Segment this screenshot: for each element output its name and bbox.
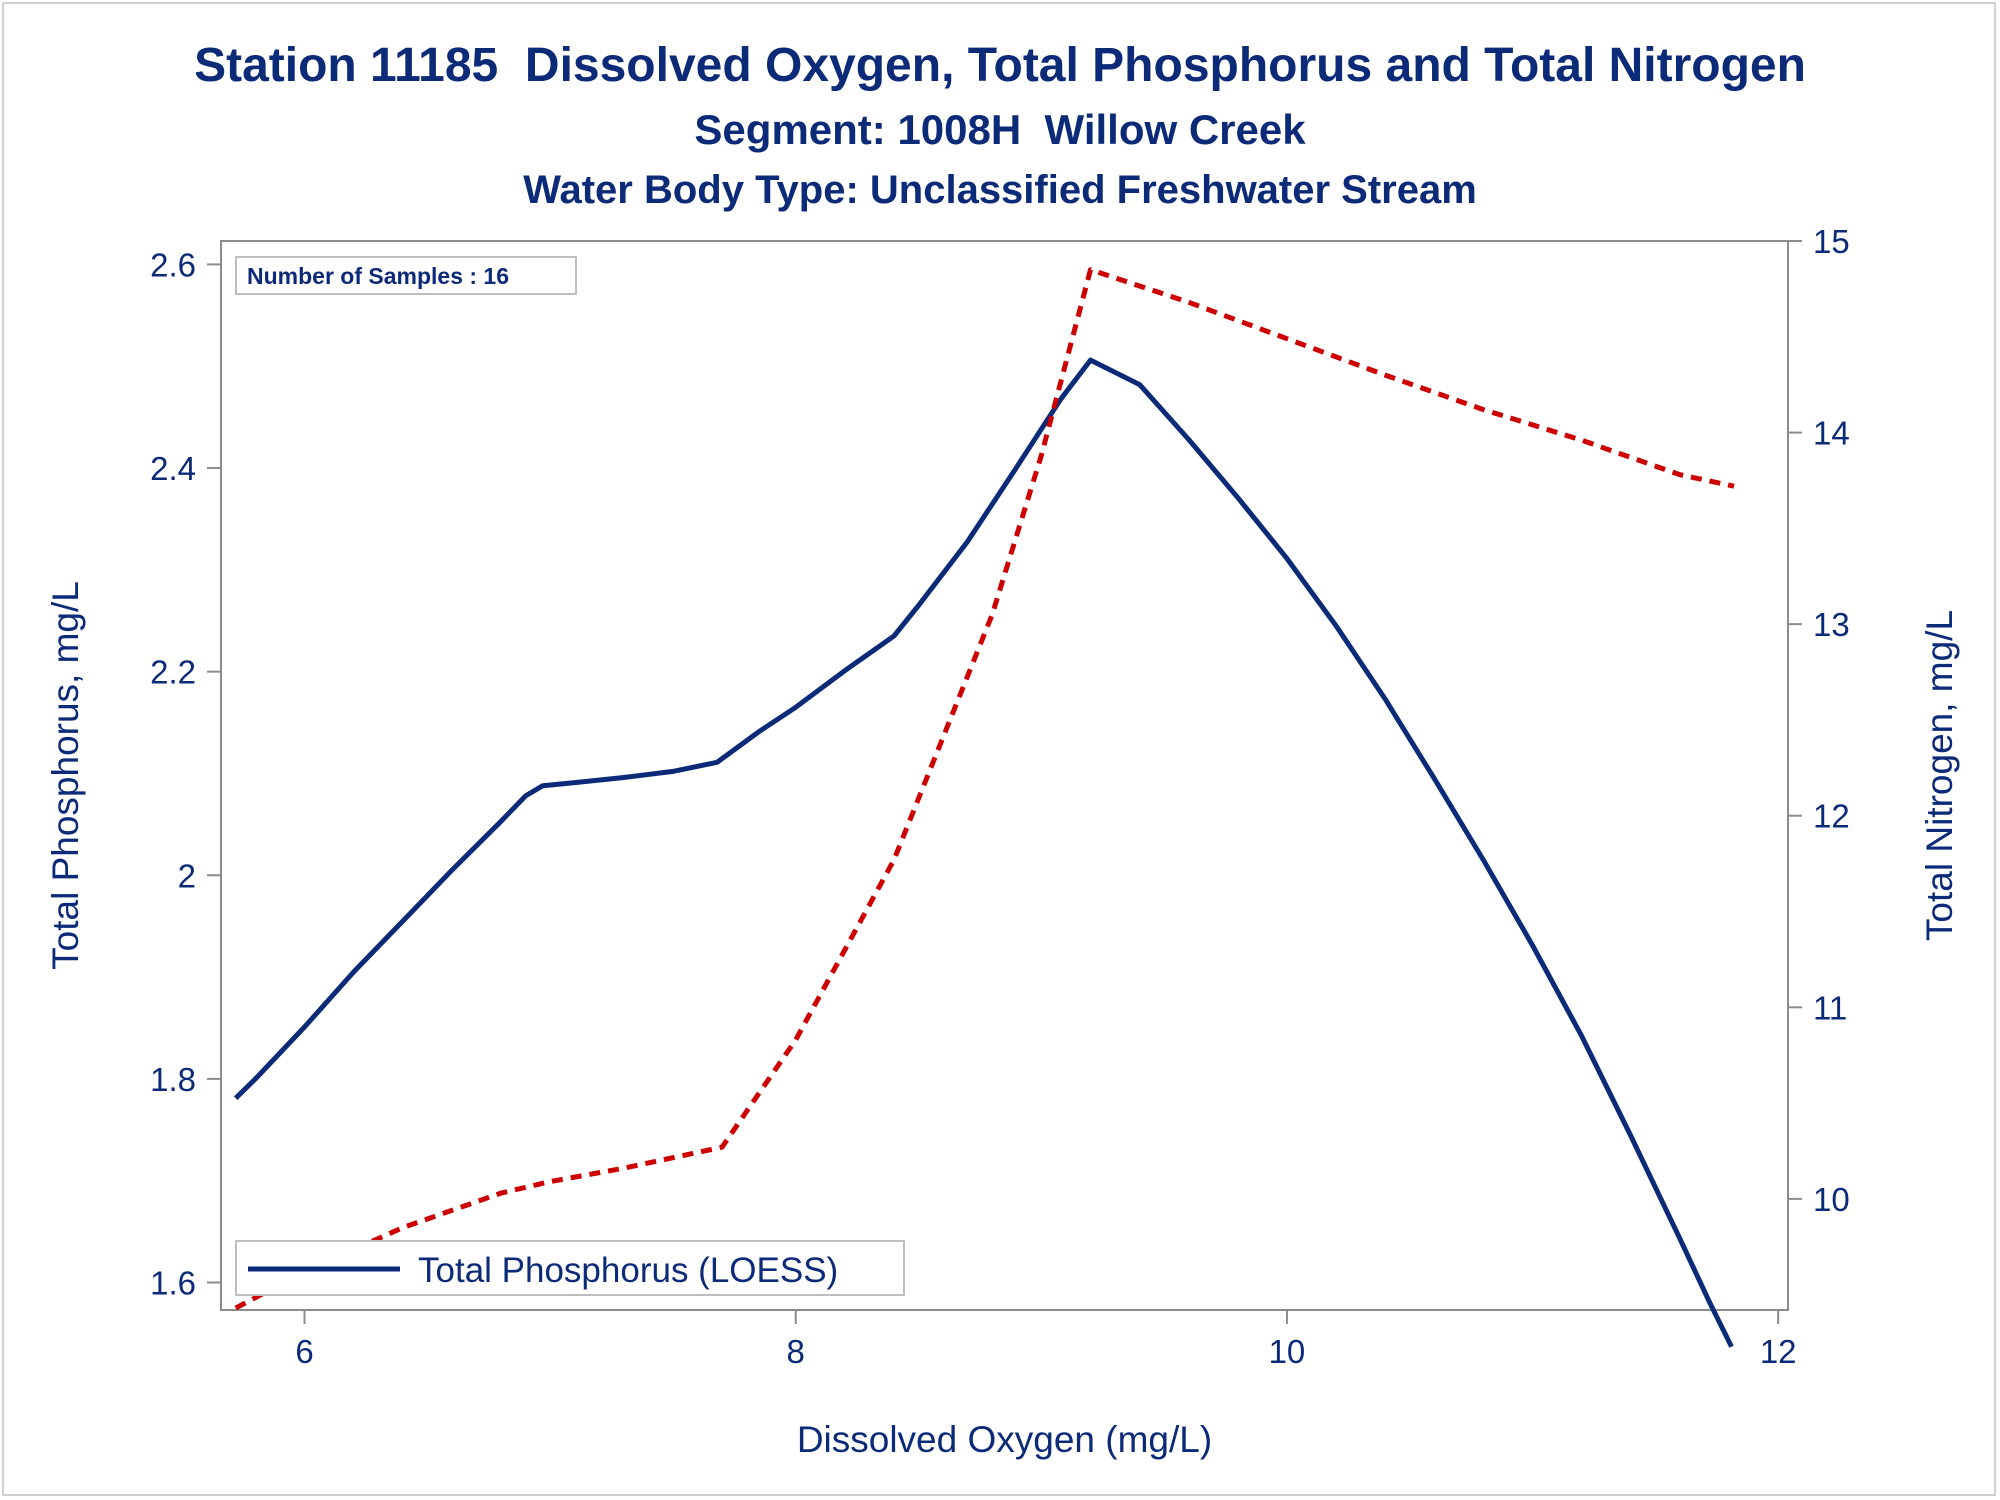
y-tick-label: 2.2	[150, 654, 196, 691]
x-tick-label: 10	[1269, 1333, 1306, 1370]
y2-tick-label: 15	[1813, 223, 1850, 260]
y-tick-label: 2.6	[150, 246, 196, 283]
sample-count-box: Number of Samples : 16	[235, 256, 577, 295]
y-axis-left: 1.6 1.8 2 2.2 2.4 2.6	[150, 246, 221, 1302]
chart-title: Station 11185 Dissolved Oxygen, Total Ph…	[194, 39, 1806, 92]
x-tick-label: 12	[1760, 1333, 1797, 1370]
y-axis-right: 10 11 12 13 14 15	[1788, 223, 1850, 1218]
y2-tick-label: 11	[1813, 989, 1847, 1026]
chart-subtitle-water-body: Water Body Type: Unclassified Freshwater…	[523, 168, 1477, 212]
legend: Total Phosphorus (LOESS)	[235, 1240, 905, 1296]
y-axis-right-label: Total Nitrogen, mg/L	[1919, 610, 1960, 941]
plot-area	[220, 240, 1789, 1311]
y-tick-label: 2	[178, 857, 196, 894]
x-tick-label: 8	[787, 1333, 805, 1370]
y-tick-label: 1.8	[150, 1061, 196, 1098]
legend-label-phosphorus: Total Phosphorus (LOESS)	[418, 1251, 838, 1290]
y2-tick-label: 13	[1813, 606, 1850, 643]
series-layer	[233, 267, 1735, 1348]
series-line-total-phosphorus	[233, 357, 1734, 1348]
series-line-total-nitrogen	[234, 267, 1735, 1311]
y-tick-label: 2.4	[150, 450, 196, 487]
y2-tick-label: 12	[1813, 798, 1850, 835]
y2-tick-label: 14	[1813, 415, 1850, 452]
x-tick-label: 6	[295, 1333, 313, 1370]
x-axis-label: Dissolved Oxygen (mg/L)	[797, 1419, 1212, 1460]
x-axis: 6 8 10 12	[295, 1310, 1797, 1370]
y-axis-left-label: Total Phosphorus, mg/L	[45, 581, 86, 970]
chart-subtitle-segment: Segment: 1008H Willow Creek	[694, 106, 1306, 153]
y2-tick-label: 10	[1813, 1181, 1850, 1218]
y-tick-label: 1.6	[150, 1265, 196, 1302]
sample-count-label: Number of Samples : 16	[247, 263, 509, 289]
